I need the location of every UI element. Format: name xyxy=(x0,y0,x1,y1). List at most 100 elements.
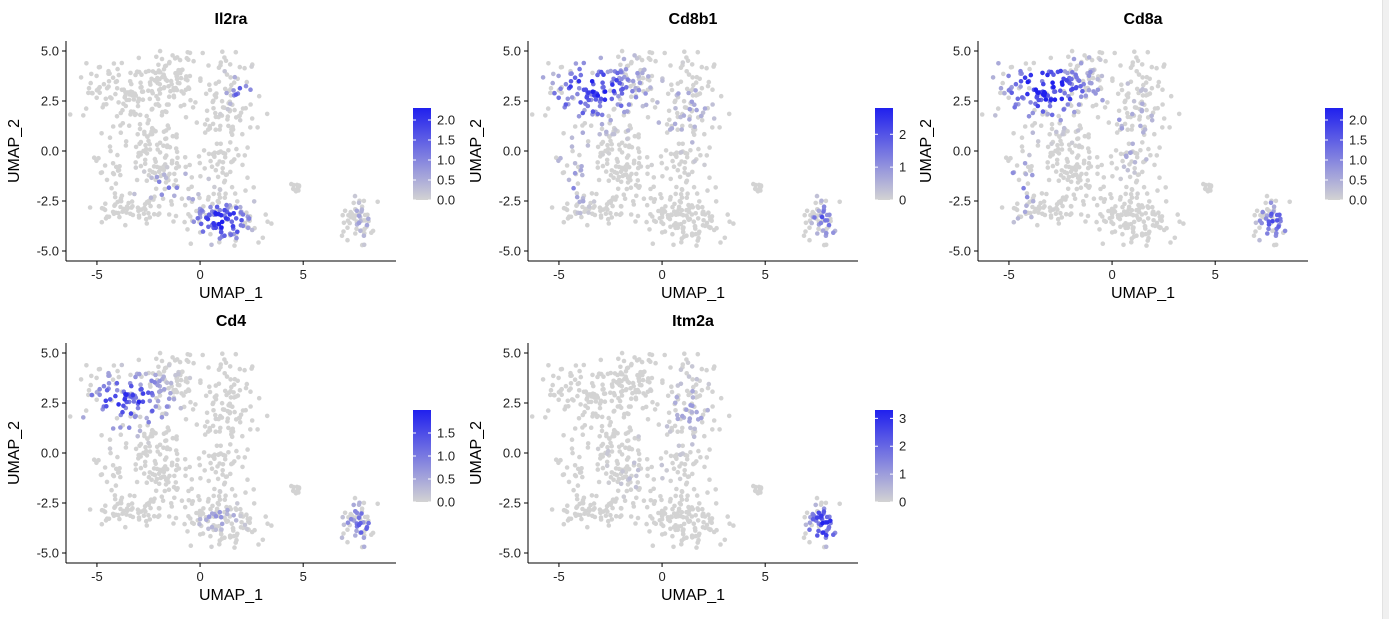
cell-point xyxy=(648,196,654,201)
cell-point xyxy=(648,387,653,392)
cell-point xyxy=(1090,75,1096,81)
y-tick-label: -2.5 xyxy=(499,496,521,511)
cell-point xyxy=(668,514,674,519)
scrollbar[interactable] xyxy=(1382,0,1389,619)
cell-point xyxy=(138,80,143,85)
cell-point xyxy=(359,209,364,214)
cell-point xyxy=(634,495,639,501)
y-tick-label: -2.5 xyxy=(949,194,971,209)
cell-point xyxy=(616,94,621,99)
cell-point xyxy=(638,164,644,169)
cell-point xyxy=(1048,97,1054,103)
cell-point xyxy=(118,130,124,135)
cell-point xyxy=(558,86,563,91)
cell-point xyxy=(651,486,656,492)
cell-point xyxy=(600,152,605,157)
cell-point xyxy=(807,237,812,243)
cell-point xyxy=(161,474,167,479)
cell-point xyxy=(1118,194,1123,200)
cell-point xyxy=(1069,211,1074,216)
cell-point xyxy=(1058,200,1063,206)
cell-point xyxy=(1157,145,1162,150)
cell-point xyxy=(1154,153,1160,158)
cell-point xyxy=(198,78,203,84)
cell-point xyxy=(628,60,634,66)
cell-point xyxy=(584,395,590,401)
cell-point xyxy=(572,426,578,431)
cell-point xyxy=(366,520,371,526)
cell-point xyxy=(194,422,200,427)
cell-point xyxy=(591,199,597,204)
cell-point xyxy=(667,117,672,123)
cell-point xyxy=(215,174,221,180)
cell-point xyxy=(618,389,624,395)
cell-point xyxy=(143,444,148,450)
cell-point xyxy=(156,62,161,68)
cell-point xyxy=(1144,243,1149,248)
cell-point xyxy=(1266,208,1272,214)
cell-point xyxy=(130,392,136,398)
cell-point xyxy=(141,471,147,476)
cell-point xyxy=(206,453,212,459)
cell-point xyxy=(174,436,179,442)
cell-point xyxy=(577,66,582,72)
cell-point xyxy=(218,443,223,449)
cell-point xyxy=(1053,169,1059,174)
cell-point xyxy=(1157,214,1163,219)
cell-point xyxy=(142,157,148,163)
cell-point xyxy=(710,87,715,92)
cell-point xyxy=(632,53,637,58)
cell-point xyxy=(1080,88,1085,94)
cell-point xyxy=(712,62,717,67)
cell-point xyxy=(219,400,225,406)
cell-point xyxy=(673,191,678,197)
cell-point xyxy=(1263,200,1268,206)
cell-point xyxy=(1059,215,1065,220)
cell-point xyxy=(1160,102,1165,107)
cell-point xyxy=(697,501,702,506)
cell-point xyxy=(1139,212,1145,217)
cell-point xyxy=(710,427,715,432)
cell-point xyxy=(1055,142,1060,148)
cell-point xyxy=(1068,203,1074,209)
cell-point xyxy=(209,164,215,169)
cell-point xyxy=(1056,221,1062,226)
cell-point xyxy=(837,199,842,205)
cell-point xyxy=(94,375,99,381)
cell-point xyxy=(133,165,139,170)
cell-point xyxy=(166,94,172,99)
cell-point xyxy=(1145,216,1151,221)
cell-point xyxy=(145,436,150,442)
cell-point xyxy=(655,402,660,407)
cell-point xyxy=(1100,97,1105,103)
cell-point xyxy=(1094,155,1100,160)
cell-point xyxy=(146,88,151,93)
cell-point xyxy=(585,143,591,148)
cell-point xyxy=(574,194,580,200)
cell-point xyxy=(97,90,102,96)
cell-point xyxy=(150,90,155,96)
cell-point xyxy=(598,398,604,404)
cell-point xyxy=(609,382,615,387)
cell-point xyxy=(180,369,185,375)
cell-point xyxy=(590,70,595,76)
cell-point xyxy=(682,468,687,473)
cell-point xyxy=(230,224,236,229)
cell-point xyxy=(227,212,233,217)
cell-point xyxy=(228,395,234,400)
cell-point xyxy=(157,140,163,146)
cell-point xyxy=(123,445,129,450)
cell-point xyxy=(163,136,168,142)
cell-point xyxy=(218,531,224,537)
cell-point xyxy=(706,79,712,85)
cell-point xyxy=(700,204,705,210)
cell-point xyxy=(668,496,673,502)
cell-point xyxy=(160,109,165,115)
cell-point xyxy=(1273,242,1279,248)
cell-point xyxy=(590,372,595,378)
cell-point xyxy=(650,97,655,103)
cell-point xyxy=(193,100,198,105)
cell-point xyxy=(693,88,698,93)
cell-point xyxy=(979,112,985,117)
cell-point xyxy=(167,473,172,479)
